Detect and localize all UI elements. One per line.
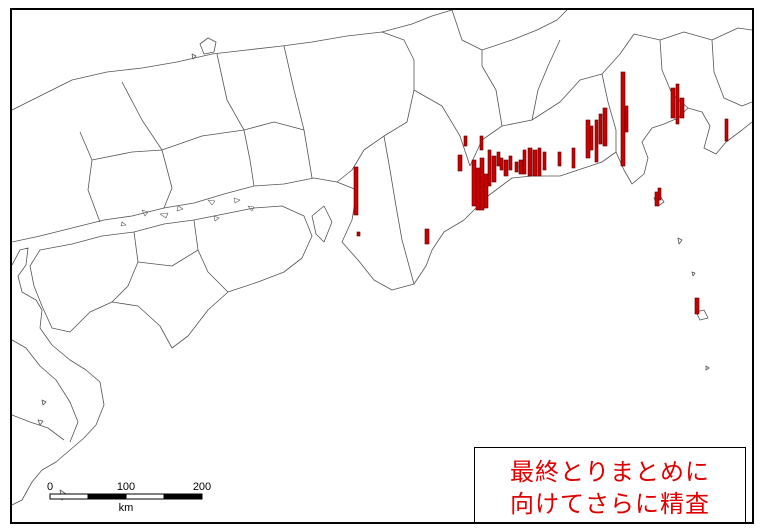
value-bar (675, 83, 680, 125)
chugoku-prefecture-line-2 (121, 81, 173, 209)
chugoku-prefecture-line-4 (283, 45, 313, 179)
value-bar (457, 154, 463, 172)
shikoku-prefecture-line (193, 219, 229, 293)
tokai-coast (477, 123, 665, 207)
seto-islands (120, 197, 255, 227)
value-bar (424, 228, 430, 245)
value-bar (514, 161, 519, 173)
scale-bar-segment-white-1 (49, 493, 89, 500)
map-frame: 0 100 200 km 最終とりまとめに 向けてさらに精査 (10, 8, 754, 524)
chugoku-prefecture-line (79, 131, 101, 223)
chubu-inner (531, 39, 561, 121)
value-bar (620, 71, 626, 167)
value-bar (518, 159, 524, 175)
value-bar (479, 135, 484, 151)
scale-tick-0: 0 (47, 481, 53, 493)
value-bar (585, 119, 591, 159)
chubu-prefecture-line (469, 33, 635, 167)
value-bar (589, 125, 594, 151)
scale-tick-100: 100 (117, 481, 135, 493)
value-bar (522, 149, 527, 175)
kanto-boundaries (633, 27, 752, 41)
kyushu-coastline (12, 247, 105, 506)
value-bar (496, 151, 501, 167)
note-box: 最終とりまとめに 向けてさらに精査 (474, 447, 746, 522)
bars-layer (353, 71, 729, 315)
kyushu-inner-boundary (12, 339, 79, 443)
chugoku-interior (91, 121, 305, 161)
chugoku-north-coast (12, 31, 415, 111)
kyushu-inner-boundary-2 (12, 414, 65, 441)
value-bar (463, 135, 468, 147)
value-bar (594, 119, 599, 163)
scale-bar-segment-black-2 (163, 493, 203, 500)
value-bar (491, 155, 497, 183)
scale-tick-200: 200 (193, 481, 211, 493)
value-bar (503, 159, 509, 177)
kii-peninsula (341, 189, 479, 291)
kanto-inner-2 (711, 39, 752, 107)
note-line-2: 向けてさらに精査 (510, 490, 710, 518)
value-bar (479, 157, 485, 211)
value-bar (356, 231, 361, 237)
scale-bar-segment-black-1 (87, 493, 127, 500)
value-bar (527, 147, 533, 177)
value-bar (694, 297, 700, 315)
value-bar (537, 147, 542, 177)
value-bar (724, 118, 729, 142)
shikoku-prefecture-line-3 (137, 249, 199, 267)
boundaries (12, 10, 752, 506)
awaji-island (311, 205, 333, 243)
value-bar (679, 97, 685, 119)
kinki-boundary (336, 60, 415, 183)
value-bar (487, 149, 492, 187)
value-bar (598, 113, 603, 145)
value-bar (483, 173, 489, 209)
scale-bar: 0 100 200 km (47, 481, 211, 514)
scale-unit: km (119, 502, 134, 514)
value-bar (471, 159, 477, 207)
note-line-1: 最終とりまとめに (510, 458, 710, 486)
chubu-inner-3 (601, 73, 617, 152)
shikoku-coastline (29, 205, 313, 349)
value-bar (475, 167, 481, 211)
value-bar (542, 151, 547, 171)
chubu-north (451, 10, 568, 51)
value-bar (532, 149, 538, 177)
value-bar (657, 187, 662, 201)
value-bar (670, 87, 676, 119)
chubu-inner-2 (481, 50, 503, 127)
oki-islands (191, 37, 217, 60)
chugoku-south-coast (12, 177, 358, 243)
value-bar (499, 157, 504, 171)
value-bar (508, 155, 513, 171)
kinki-north-coast (381, 10, 453, 33)
kinki-prefecture-line-2 (413, 89, 471, 167)
kinki-prefecture-line (383, 135, 415, 285)
value-bar (602, 107, 608, 147)
izu-islands (653, 195, 710, 371)
value-bar (353, 166, 359, 216)
shikoku-prefecture-line-2 (111, 231, 139, 303)
value-bar (571, 147, 576, 169)
value-bar (557, 151, 562, 167)
map-canvas: 0 100 200 km (12, 10, 752, 514)
chugoku-prefecture-line-3 (216, 53, 255, 187)
scale-bar-segment-white-2 (125, 493, 165, 500)
value-bar (624, 105, 629, 133)
